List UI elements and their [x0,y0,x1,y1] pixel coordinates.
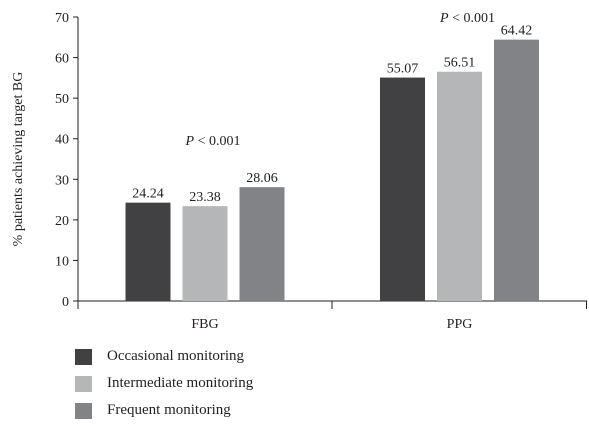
category-labels: FBG PPG [191,317,472,332]
bars [125,39,539,302]
legend: Occasional monitoring Intermediate monito… [75,343,253,424]
legend-item: Intermediate monitoring [75,370,253,397]
legend-swatch [75,402,92,419]
y-axis: 0 10 20 30 40 50 60 70 [55,11,79,310]
p-value-symbol: P [185,134,195,149]
data-labels: 24.24 23.38 28.06 55.07 56.51 64.42 [132,24,532,206]
data-label: 64.42 [501,24,533,39]
y-tick-label: 50 [55,92,69,107]
p-value-annotation: P < 0.001 [185,134,241,149]
x-axis [77,300,587,309]
y-axis-label: % patients achieving target BG [11,72,26,247]
y-tick-label: 20 [55,214,69,229]
bar-ppg-series-0 [380,77,425,301]
bar-ppg-series-2 [494,39,539,302]
bar-fbg-series-1 [182,206,228,301]
y-tick-label: 60 [55,52,69,67]
p-value-symbol: P [439,11,449,26]
bar-fbg-series-0 [125,202,171,301]
p-value-text: < 0.001 [194,134,240,149]
legend-swatch [75,375,92,392]
category-label: PPG [447,317,473,332]
legend-label: Intermediate monitoring [107,375,254,391]
y-tick-label: 40 [55,133,69,148]
p-value-text: < 0.001 [449,11,495,26]
p-value-annotation: P < 0.001 [439,11,495,26]
legend-item: Frequent monitoring [75,397,253,424]
y-tick-label: 0 [62,295,69,310]
bar-fbg-series-2 [239,187,285,301]
data-label: 55.07 [387,62,419,77]
data-label: 23.38 [189,190,221,205]
y-tick-label: 10 [55,254,69,269]
y-tick-label: 70 [55,11,69,26]
legend-swatch [75,348,92,365]
legend-label: Frequent monitoring [107,402,231,418]
legend-label: Occasional monitoring [107,348,245,364]
data-label: 56.51 [444,56,476,71]
data-label: 28.06 [246,171,278,186]
y-tick-label: 30 [55,173,69,188]
category-label: FBG [191,317,218,332]
bar-ppg-series-1 [437,71,482,301]
data-label: 24.24 [132,187,164,202]
legend-item: Occasional monitoring [75,343,253,370]
